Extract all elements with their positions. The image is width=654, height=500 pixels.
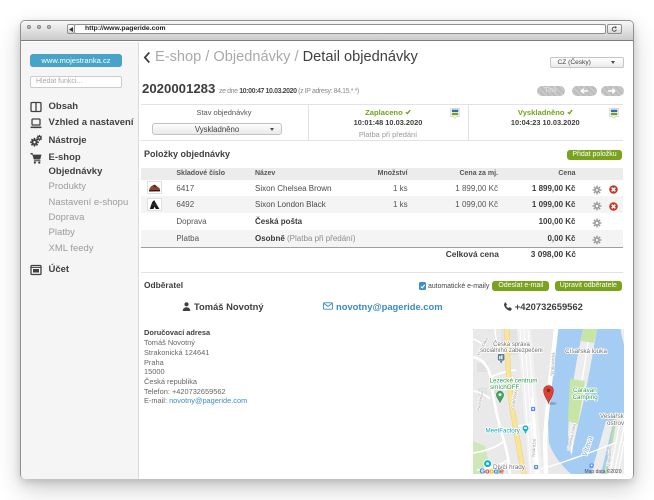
svg-text:smíchOFF: smíchOFF bbox=[490, 384, 520, 391]
svg-text:Veslařský: Veslařský bbox=[600, 413, 624, 420]
svg-text:Map data ©2020: Map data ©2020 bbox=[584, 468, 621, 474]
svg-text:Císařská louka: Císařská louka bbox=[565, 348, 607, 355]
svg-text:Lezecké centrum: Lezecké centrum bbox=[490, 378, 538, 385]
svg-text:Dívčí hrady: Dívčí hrady bbox=[493, 464, 526, 471]
svg-text:Google: Google bbox=[480, 467, 504, 475]
svg-text:Camping: Camping bbox=[573, 394, 599, 401]
svg-text:Pechlátova: Pechlátova bbox=[476, 389, 485, 411]
svg-text:Žitavského: Žitavského bbox=[606, 445, 613, 466]
svg-text:Česká správa: Česká správa bbox=[493, 341, 530, 348]
svg-text:Strakonická: Strakonická bbox=[550, 352, 556, 376]
svg-text:Nádražní: Nádražní bbox=[531, 438, 537, 457]
svg-text:Caravan: Caravan bbox=[573, 387, 597, 394]
svg-text:ostrov: ostrov bbox=[607, 420, 624, 427]
svg-text:Dobříšská: Dobříšská bbox=[510, 388, 519, 409]
svg-text:Císařská louka: Císařská louka bbox=[566, 422, 577, 451]
svg-text:MeetFactory: MeetFactory bbox=[486, 428, 521, 435]
svg-text:sociálního zabezpečení: sociálního zabezpečení bbox=[480, 348, 543, 354]
